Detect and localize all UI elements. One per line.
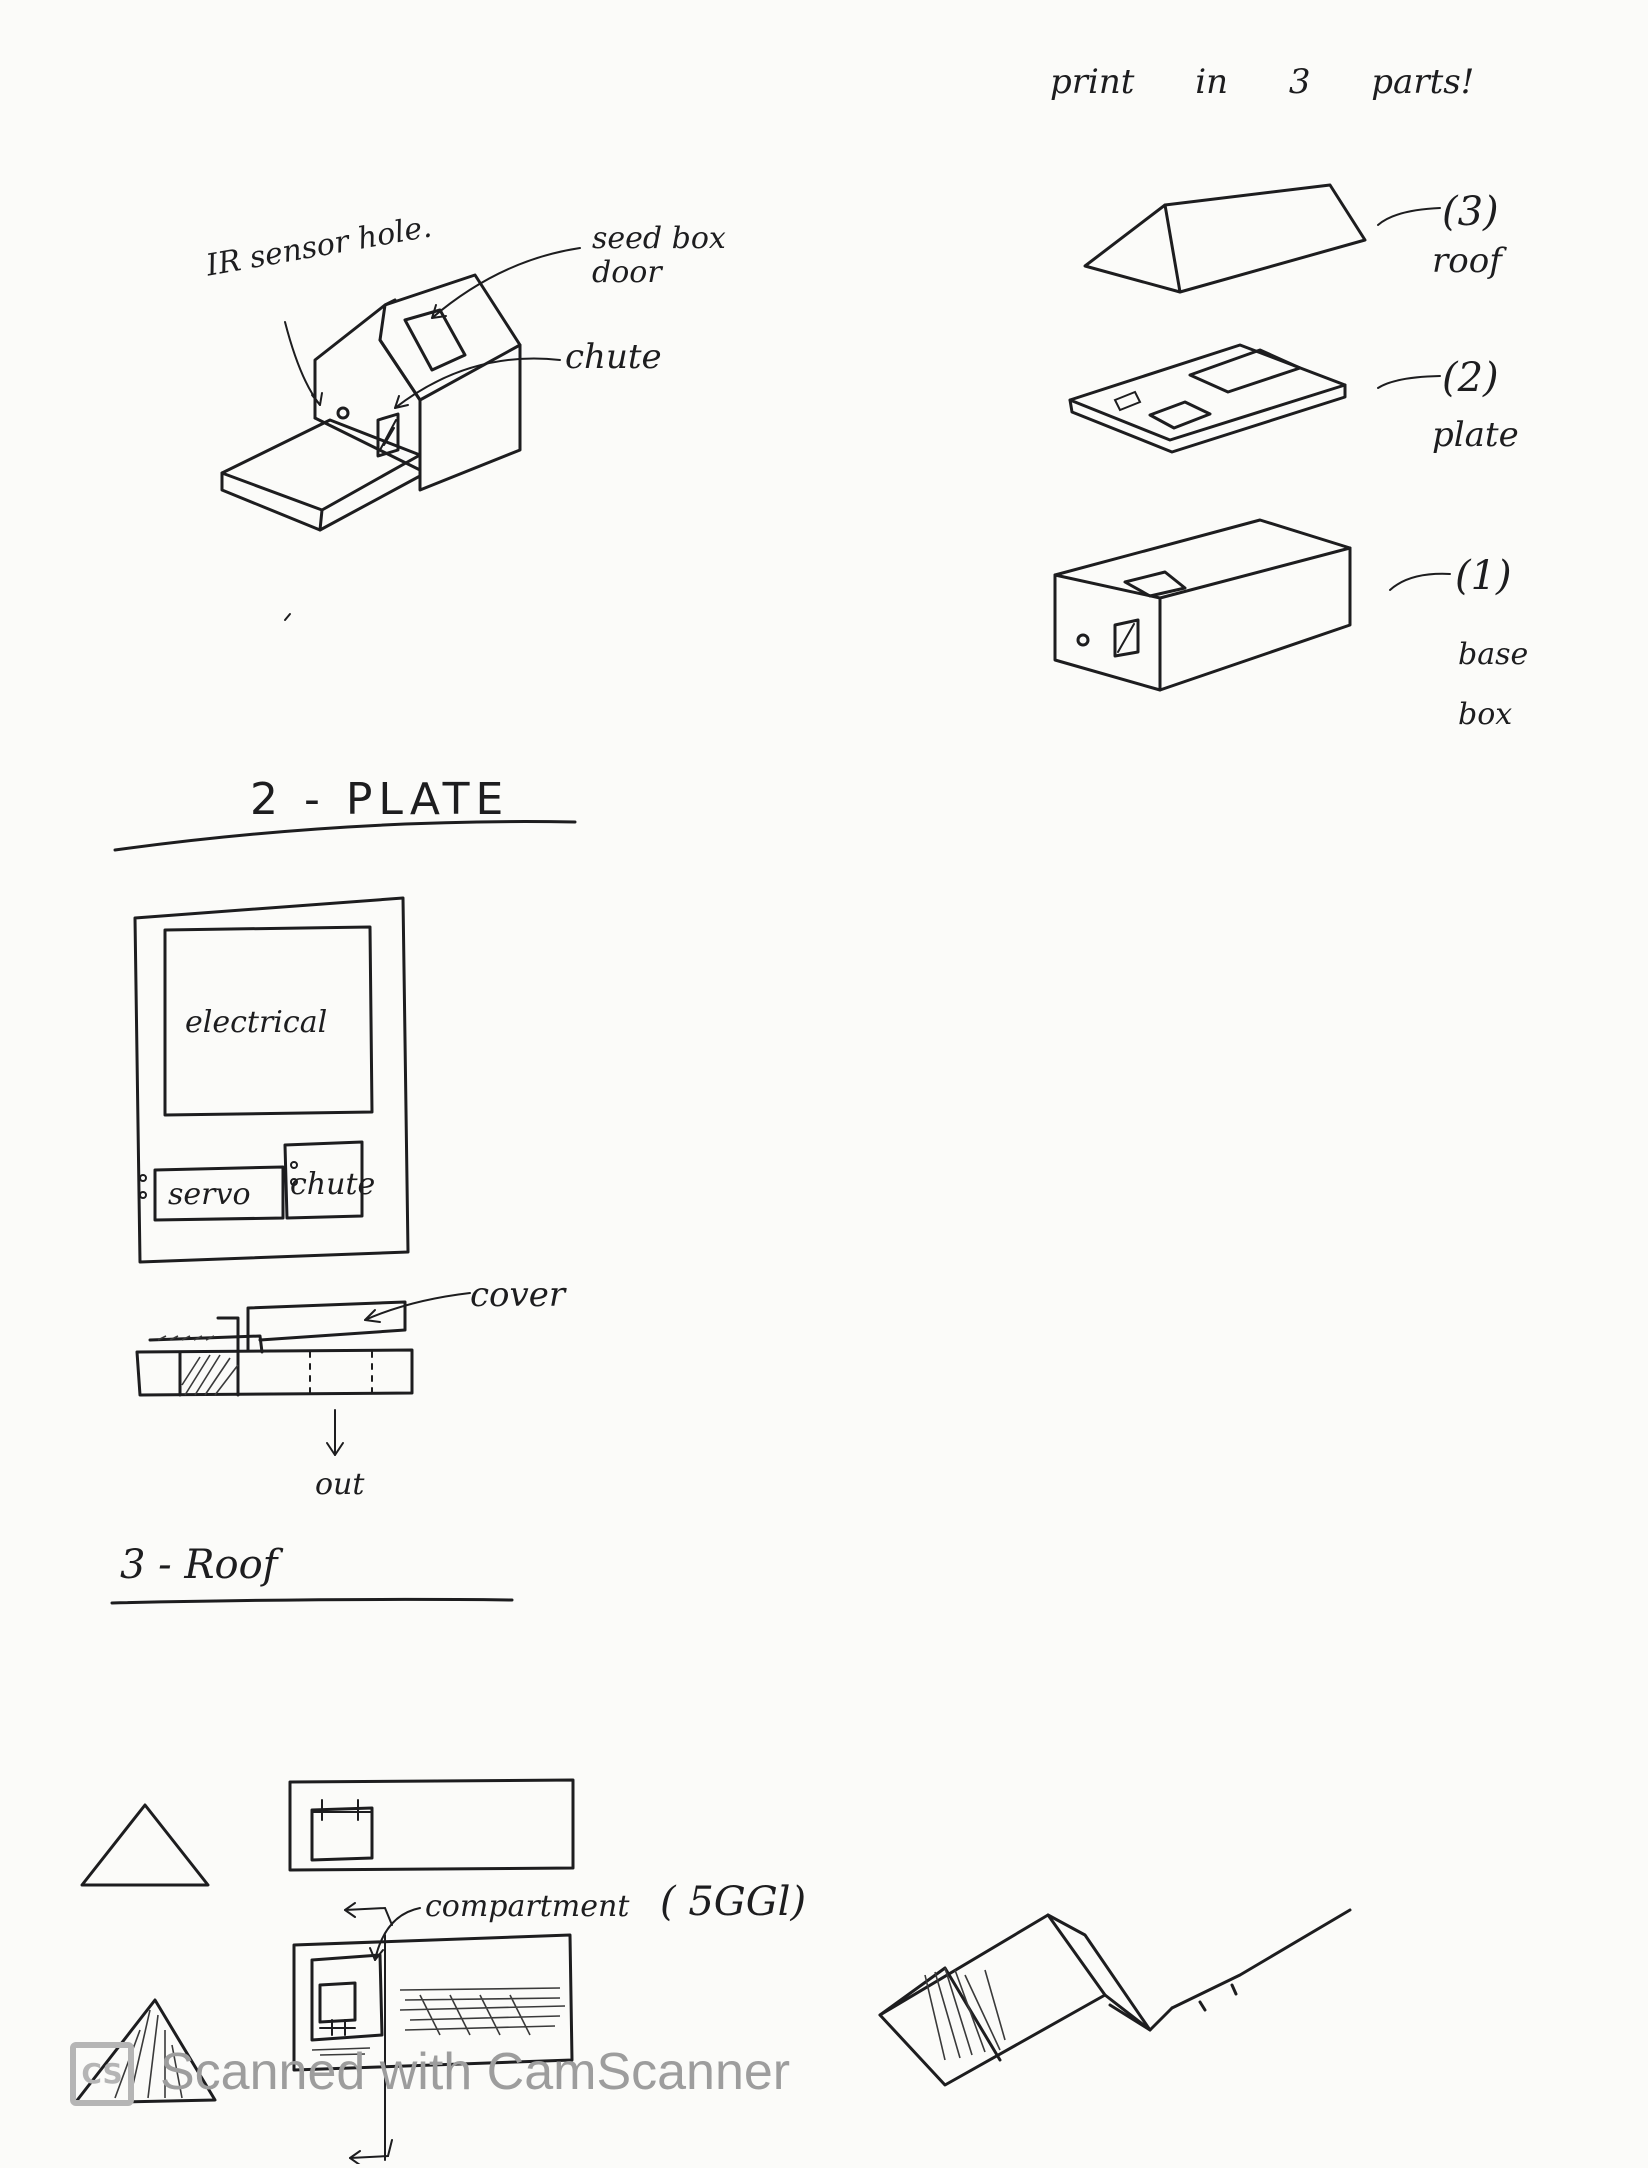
roof-section-drawing <box>73 1597 1352 2166</box>
roof-part-drawing <box>1083 183 1441 294</box>
camscanner-watermark: CS Scanned with CamScanner <box>70 2040 870 2112</box>
label-seed-box-door: seed box door <box>592 221 726 290</box>
roof-part-number: (3) <box>1442 189 1499 235</box>
plate-section-heading: 2 - PLATE <box>250 774 510 825</box>
label-chute: chute <box>565 337 662 377</box>
cover-label: cover <box>470 1275 566 1315</box>
plate-part-name: plate <box>1432 415 1519 455</box>
base-part-name: base box <box>1458 637 1529 732</box>
base-box-part-drawing <box>1053 518 1451 692</box>
chute-compartment-label: chute <box>290 1167 376 1202</box>
out-label: out <box>315 1467 365 1502</box>
compartment-label: compartment <box>425 1889 630 1924</box>
camscanner-logo-icon: CS <box>70 2042 134 2106</box>
base-part-number: (1) <box>1455 553 1512 599</box>
watermark-text: Scanned with CamScanner <box>160 2043 791 2101</box>
roof-section-heading: 3 - Roof <box>120 1542 278 1588</box>
plate-part-drawing <box>1068 343 1441 454</box>
compartment-spec: ( 5GGl) <box>660 1879 807 1925</box>
assembled-device-drawing <box>220 247 581 621</box>
electrical-compartment-label: electrical <box>185 1005 328 1040</box>
plate-part-number: (2) <box>1442 355 1499 401</box>
roof-part-name: roof <box>1432 241 1502 281</box>
parts-title: print in 3 parts! <box>1050 62 1475 102</box>
servo-compartment-label: servo <box>168 1177 251 1212</box>
plate-section-drawing <box>113 820 577 1456</box>
